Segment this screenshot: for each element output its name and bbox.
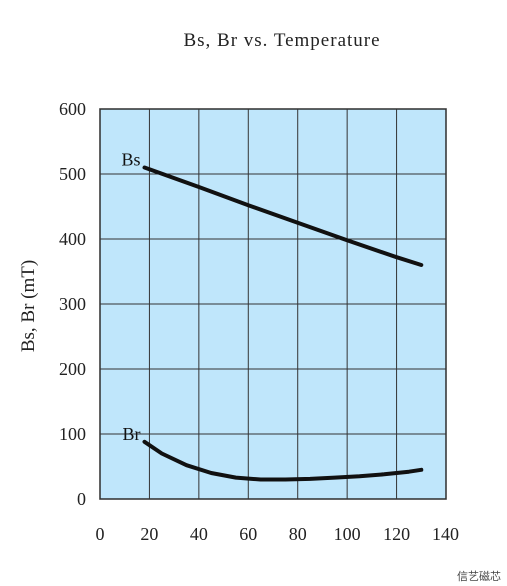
x-tick-label: 40	[190, 524, 208, 544]
y-tick-labels: 0 100 200 300 400 500 600	[59, 99, 86, 509]
y-tick-label: 0	[77, 489, 86, 509]
watermark: 信艺磁芯	[457, 570, 501, 583]
y-axis-label: Bs, Br (mT)	[18, 260, 39, 352]
x-tick-labels: 0 20 40 60 80 100 120 140	[96, 524, 460, 544]
x-tick-label: 80	[289, 524, 307, 544]
x-tick-label: 20	[140, 524, 158, 544]
y-tick-label: 300	[59, 294, 86, 314]
series-label-bs: Bs	[121, 150, 140, 170]
y-tick-label: 500	[59, 164, 86, 184]
x-tick-label: 140	[432, 524, 459, 544]
series-line-bs	[142, 165, 424, 267]
chart-title: Bs, Br vs. Temperature	[183, 30, 380, 51]
y-tick-label: 200	[59, 359, 86, 379]
x-tick-label: 100	[334, 524, 361, 544]
y-tick-label: 400	[59, 229, 86, 249]
y-tick-label: 600	[59, 99, 86, 119]
x-tick-label: 0	[96, 524, 105, 544]
x-tick-label: 120	[383, 524, 410, 544]
series-lines: Bs Br	[121, 150, 424, 482]
y-tick-label: 100	[59, 424, 86, 444]
series-label-br: Br	[122, 424, 140, 444]
series-line-br	[142, 439, 424, 482]
x-tick-label: 60	[239, 524, 257, 544]
